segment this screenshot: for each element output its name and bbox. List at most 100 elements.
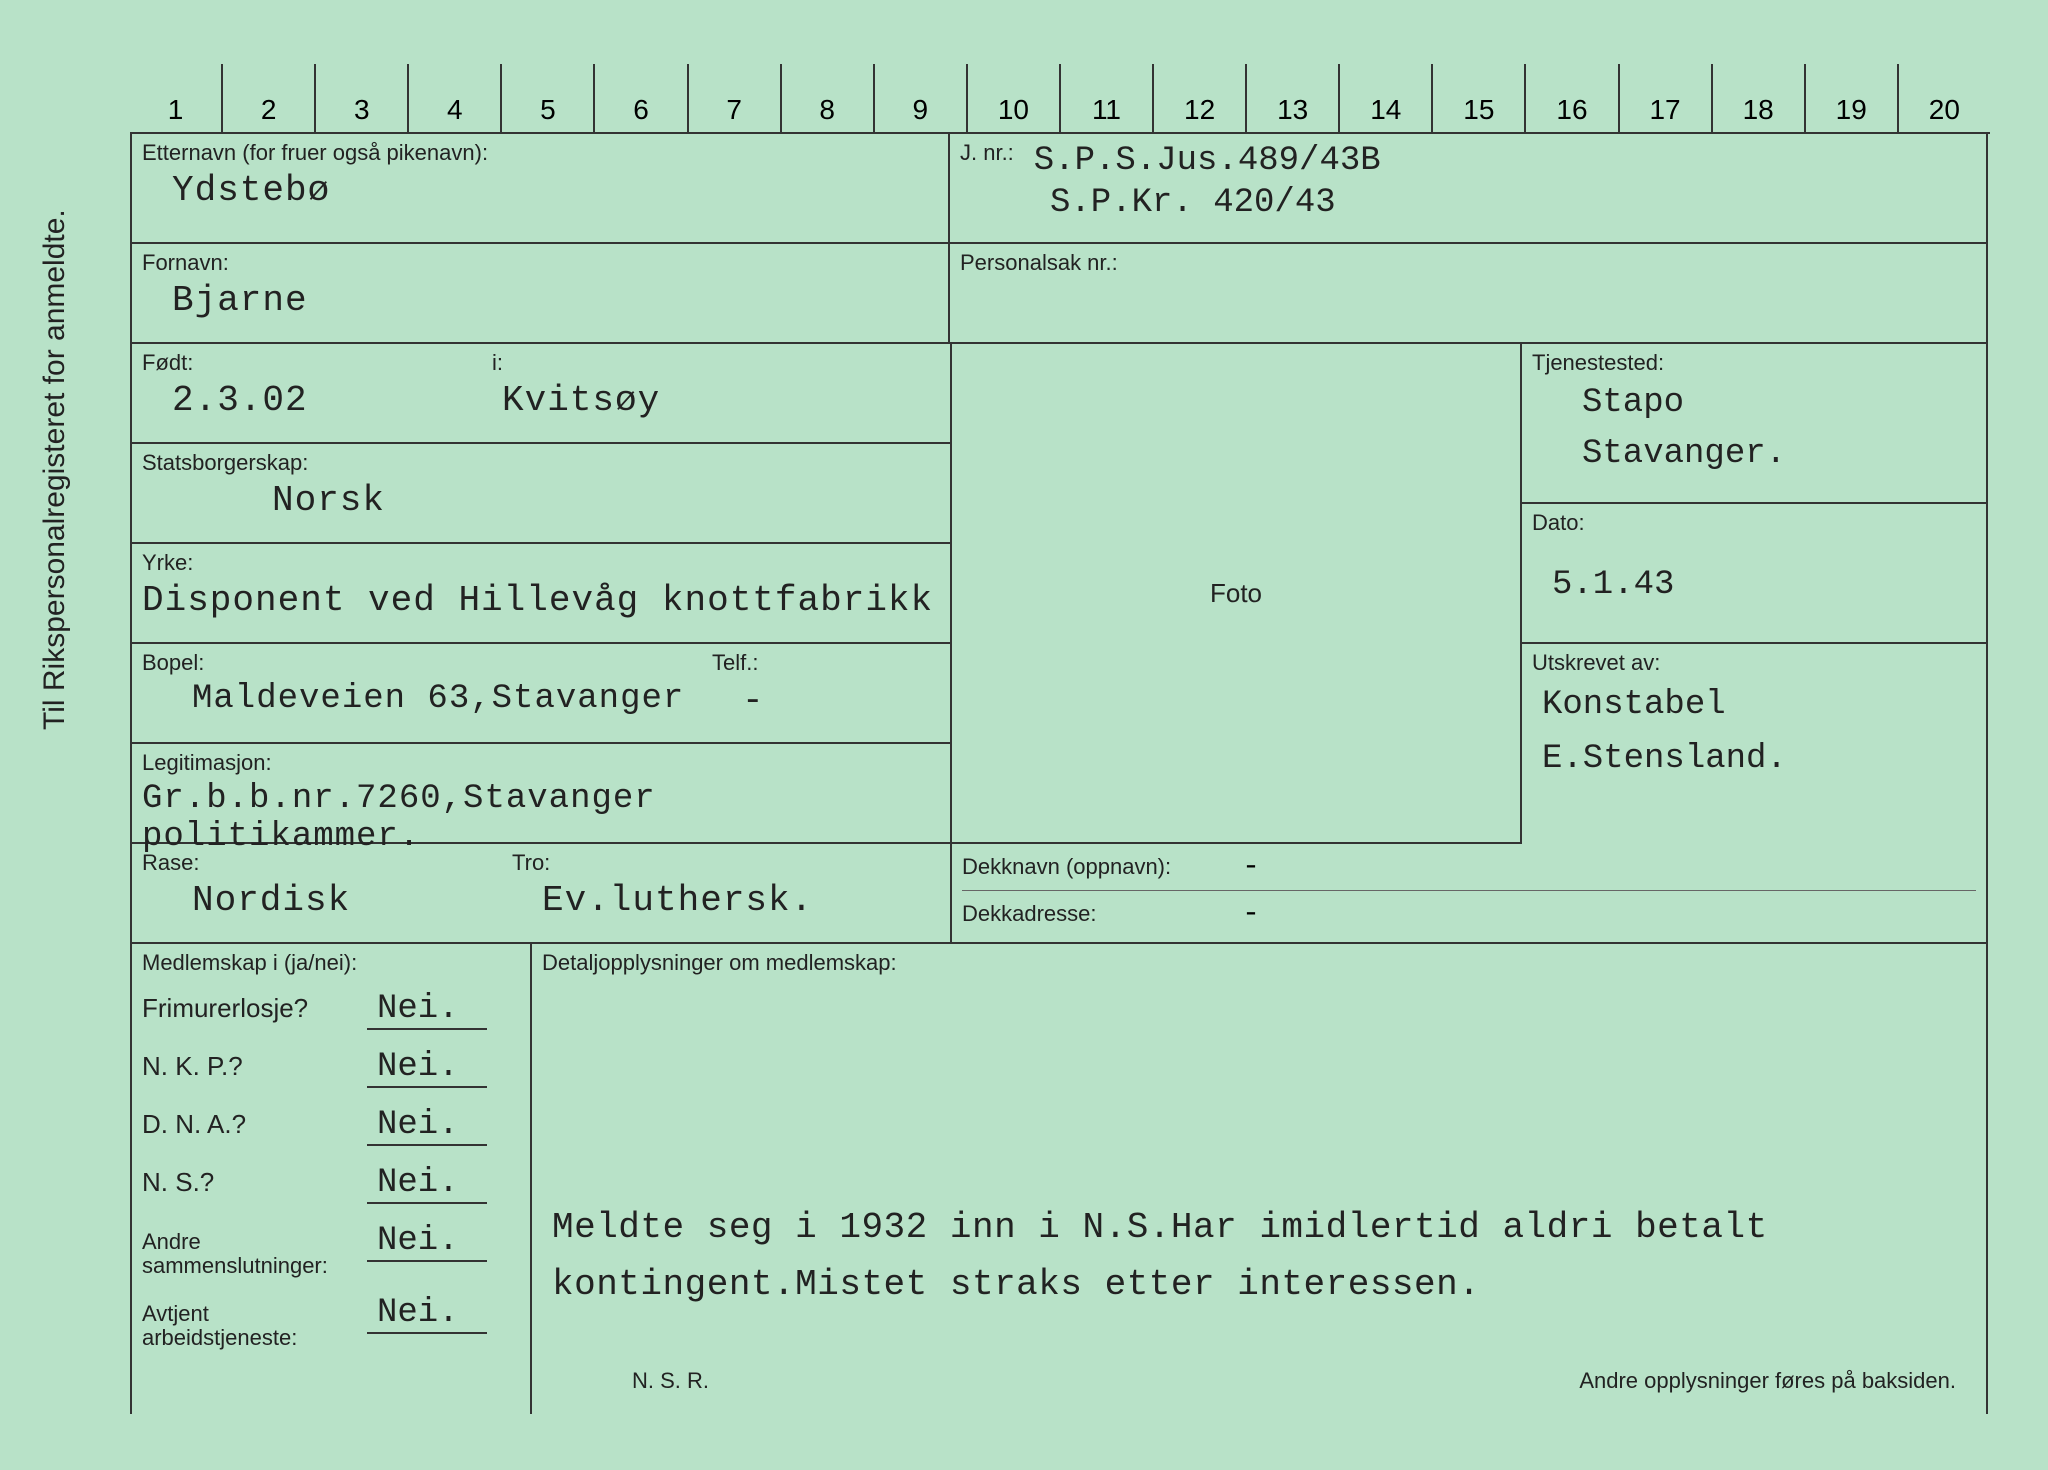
value-bopel: Maldeveien 63,Stavanger [132, 676, 702, 722]
label-rase: Rase: [132, 844, 502, 876]
value-detaljer: Meldte seg i 1932 inn i N.S.Har imidlert… [532, 1189, 1986, 1324]
membership-label: Andre sammenslutninger: [142, 1230, 367, 1278]
number-ruler: 1234567891011121314151617181920 [130, 64, 1990, 134]
membership-value: Nei. [367, 990, 487, 1030]
label-bopel: Bopel: [132, 644, 702, 676]
label-footer: Andre opplysninger føres på baksiden. [1579, 1368, 1956, 1394]
membership-label: Frimurerlosje? [142, 994, 367, 1023]
label-dekkadresse: Dekkadresse: [962, 901, 1242, 927]
value-statsborgerskap: Norsk [132, 476, 950, 525]
field-tjenestested: Tjenestested: Stapo Stavanger. [1520, 344, 1988, 504]
value-dekkadresse: - [1242, 897, 1260, 931]
ruler-cell: 15 [1431, 64, 1524, 132]
ruler-cell: 5 [500, 64, 593, 132]
label-etternavn: Etternavn (for fruer også pikenavn): [132, 134, 948, 166]
label-tjenestested: Tjenestested: [1522, 344, 1986, 376]
label-dato: Dato: [1522, 504, 1986, 536]
ruler-cell: 16 [1524, 64, 1617, 132]
field-yrke: Yrke: Disponent ved Hillevåg knottfabrik… [130, 544, 950, 644]
ruler-cell: 12 [1152, 64, 1245, 132]
label-detaljer: Detaljopplysninger om medlemskap: [532, 944, 1986, 976]
value-jnr2: S.P.Kr. 420/43 [950, 182, 1986, 224]
membership-label: D. N. A.? [142, 1110, 367, 1139]
ruler-cell: 3 [314, 64, 407, 132]
field-utskrevet: Utskrevet av: Konstabel E.Stensland. [1520, 644, 1988, 844]
ruler-cell: 20 [1897, 64, 1990, 132]
label-nsr: N. S. R. [632, 1368, 709, 1394]
field-bopel: Bopel: Maldeveien 63,Stavanger Telf.: - [130, 644, 950, 744]
membership-row: N. K. P.?Nei. [132, 1040, 530, 1098]
membership-value: Nei. [367, 1222, 487, 1262]
field-detaljer: Detaljopplysninger om medlemskap: Meldte… [530, 944, 1988, 1414]
value-fornavn: Bjarne [132, 276, 948, 325]
field-medlemskap: Medlemskap i (ja/nei): Frimurerlosje?Nei… [130, 944, 530, 1414]
value-fodt-i: Kvitsøy [482, 376, 950, 425]
value-utskrevet: Konstabel E.Stensland. [1522, 676, 1986, 789]
ruler-cell: 1 [130, 64, 221, 132]
vertical-title: Til Rikspersonalregisteret for anmeldte. [38, 209, 72, 730]
ruler-cell: 17 [1618, 64, 1711, 132]
row-dekknavn: Dekknavn (oppnavn): - [952, 844, 1986, 890]
membership-label: N. S.? [142, 1168, 367, 1197]
label-utskrevet: Utskrevet av: [1522, 644, 1986, 676]
field-fodt: Født: 2.3.02 i: Kvitsøy [130, 344, 950, 444]
label-jnr: J. nr.: [960, 140, 1014, 182]
field-personalsak: Personalsak nr.: [950, 244, 1988, 344]
ruler-cell: 2 [221, 64, 314, 132]
value-rase: Nordisk [132, 876, 502, 925]
membership-value: Nei. [367, 1048, 487, 1088]
label-legitimasjon: Legitimasjon: [132, 744, 950, 776]
label-tro: Tro: [502, 844, 950, 876]
value-fodt: 2.3.02 [132, 376, 482, 425]
label-yrke: Yrke: [132, 544, 950, 576]
value-yrke: Disponent ved Hillevåg knottfabrikk [132, 576, 950, 625]
value-etternavn: Ydstebø [132, 166, 948, 215]
ruler-cell: 19 [1804, 64, 1897, 132]
field-dekk: Dekknavn (oppnavn): - Dekkadresse: - [950, 844, 1988, 944]
membership-value: Nei. [367, 1294, 487, 1334]
field-foto: Foto [950, 344, 1520, 844]
membership-row: N. S.?Nei. [132, 1156, 530, 1214]
field-legitimasjon: Legitimasjon: Gr.b.b.nr.7260,Stavanger p… [130, 744, 950, 844]
field-statsborgerskap: Statsborgerskap: Norsk [130, 444, 950, 544]
ruler-cell: 7 [687, 64, 780, 132]
membership-label: N. K. P.? [142, 1052, 367, 1081]
field-fornavn: Fornavn: Bjarne [130, 244, 950, 344]
label-foto: Foto [1210, 578, 1262, 609]
ruler-cell: 11 [1059, 64, 1152, 132]
value-tro: Ev.luthersk. [502, 876, 950, 925]
membership-label: Avtjent arbeidstjeneste: [142, 1302, 367, 1350]
label-personalsak: Personalsak nr.: [950, 244, 1986, 276]
ruler-cell: 9 [873, 64, 966, 132]
value-jnr1: S.P.S.Jus.489/43B [1014, 140, 1381, 182]
ruler-cell: 14 [1338, 64, 1431, 132]
ruler-cell: 10 [966, 64, 1059, 132]
label-telf: Telf.: [702, 644, 950, 676]
label-dekknavn: Dekknavn (oppnavn): [962, 854, 1242, 880]
membership-value: Nei. [367, 1106, 487, 1146]
ruler-cell: 13 [1245, 64, 1338, 132]
label-fodt-i: i: [482, 344, 950, 376]
ruler-cell: 6 [593, 64, 686, 132]
value-dato: 5.1.43 [1522, 536, 1986, 606]
label-medlemskap: Medlemskap i (ja/nei): [132, 944, 530, 976]
label-fornavn: Fornavn: [132, 244, 948, 276]
ruler-cell: 8 [780, 64, 873, 132]
card-body: Etternavn (for fruer også pikenavn): Yds… [130, 134, 1990, 1444]
membership-row: Andre sammenslutninger:Nei. [132, 1214, 530, 1286]
field-jnr: J. nr.: S.P.S.Jus.489/43B S.P.Kr. 420/43 [950, 134, 1988, 244]
label-statsborgerskap: Statsborgerskap: [132, 444, 950, 476]
ruler-cell: 18 [1711, 64, 1804, 132]
value-telf: - [702, 676, 950, 725]
value-dekknavn: - [1242, 850, 1260, 884]
row-dekkadresse: Dekkadresse: - [952, 891, 1986, 937]
membership-value: Nei. [367, 1164, 487, 1204]
field-etternavn: Etternavn (for fruer også pikenavn): Yds… [130, 134, 950, 244]
field-dato: Dato: 5.1.43 [1520, 504, 1988, 644]
registration-card: Til Rikspersonalregisteret for anmeldte.… [0, 0, 2048, 1470]
membership-row: D. N. A.?Nei. [132, 1098, 530, 1156]
ruler-cell: 4 [407, 64, 500, 132]
value-tjenestested: Stapo Stavanger. [1522, 376, 1986, 482]
field-rase-tro: Rase: Nordisk Tro: Ev.luthersk. [130, 844, 950, 944]
label-fodt: Født: [132, 344, 482, 376]
